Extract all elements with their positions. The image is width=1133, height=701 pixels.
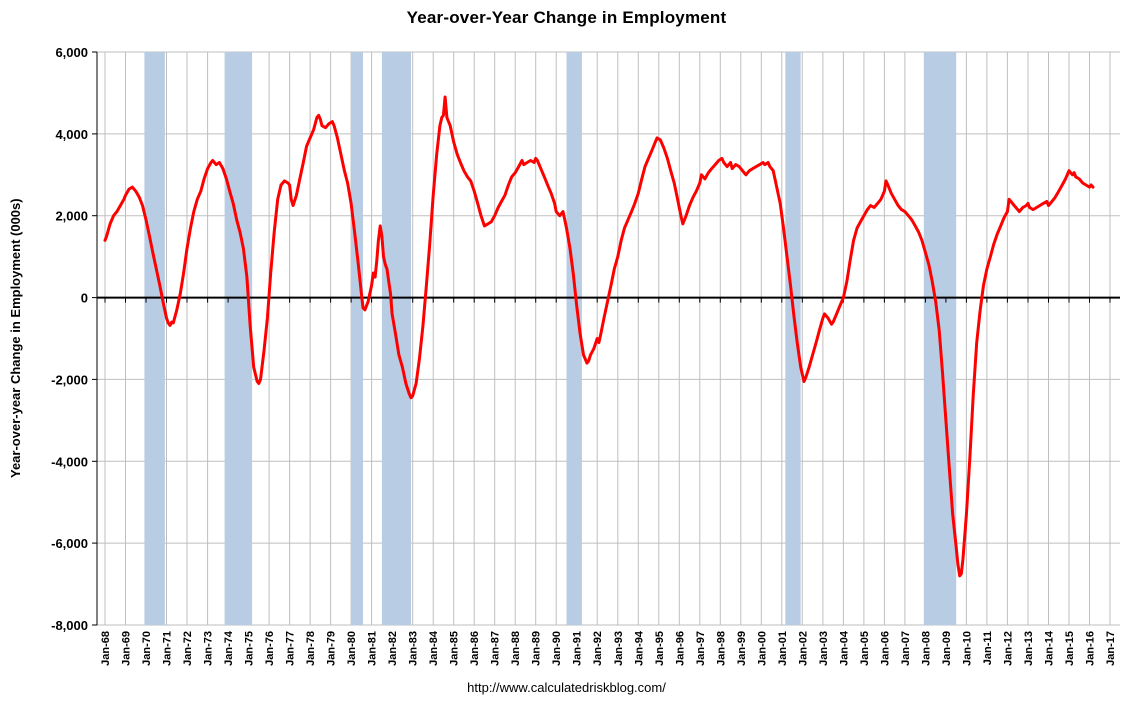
x-tick-label: Jan-01 [777, 631, 789, 666]
recession-band [785, 52, 801, 625]
y-tick-label: -4,000 [51, 454, 88, 469]
x-tick-label: Jan-10 [961, 631, 973, 666]
x-tick-label: Jan-84 [428, 630, 440, 666]
x-tick-label: Jan-74 [223, 630, 235, 666]
recession-band [144, 52, 165, 625]
x-tick-label: Jan-95 [654, 631, 666, 666]
x-tick-label: Jan-06 [879, 631, 891, 666]
x-tick-label: Jan-68 [100, 631, 112, 666]
x-tick-label: Jan-05 [859, 631, 871, 666]
x-tick-label: Jan-14 [1044, 630, 1056, 666]
recession-band [566, 52, 582, 625]
x-tick-label: Jan-92 [592, 631, 604, 666]
x-tick-label: Jan-97 [695, 631, 707, 666]
x-tick-label: Jan-88 [510, 631, 522, 666]
x-tick-label: Jan-71 [162, 631, 174, 666]
x-tick-label: Jan-94 [633, 630, 645, 666]
x-tick-label: Jan-03 [818, 631, 830, 666]
x-tick-label: Jan-82 [387, 631, 399, 666]
recession-band [351, 52, 363, 625]
chart-title: Year-over-Year Change in Employment [406, 8, 727, 27]
y-tick-label: 0 [81, 291, 88, 306]
x-tick-label: Jan-98 [715, 631, 727, 666]
x-tick-label: Jan-86 [469, 631, 481, 666]
x-tick-label: Jan-78 [305, 631, 317, 666]
x-tick-label: Jan-08 [920, 631, 932, 666]
y-tick-label: 2,000 [55, 209, 88, 224]
y-tick-label: 4,000 [55, 127, 88, 142]
x-tick-label: Jan-76 [264, 631, 276, 666]
x-tick-label: Jan-73 [203, 631, 215, 666]
x-tick-label: Jan-87 [490, 631, 502, 666]
x-tick-label: Jan-72 [182, 631, 194, 666]
employment-yoy-line [103, 95, 1095, 578]
y-tick-label: -6,000 [51, 536, 88, 551]
x-tick-label: Jan-04 [838, 630, 850, 666]
x-tick-label: Jan-00 [756, 631, 768, 666]
x-tick-label: Jan-75 [244, 631, 256, 666]
x-tick-label: Jan-81 [367, 631, 379, 666]
x-tick-label: Jan-09 [941, 631, 953, 666]
x-tick-label: Jan-89 [531, 631, 543, 666]
x-tick-label: Jan-17 [1105, 631, 1117, 666]
x-tick-label: Jan-07 [900, 631, 912, 666]
y-tick-label: -8,000 [51, 618, 88, 633]
x-tick-label: Jan-80 [346, 631, 358, 666]
x-tick-label: Jan-13 [1023, 631, 1035, 666]
x-tick-label: Jan-83 [408, 631, 420, 666]
x-tick-label: Jan-69 [121, 631, 133, 666]
y-tick-label: 6,000 [55, 45, 88, 60]
x-tick-label: Jan-79 [326, 631, 338, 666]
x-tick-label: Jan-90 [551, 631, 563, 666]
x-tick-label: Jan-70 [141, 631, 153, 666]
x-tick-label: Jan-85 [449, 631, 461, 666]
employment-chart-plot: 6,000 4,000 2,000 0 -2,000 -4,000 -6,000 -8,000… [51, 45, 1120, 666]
recession-band [224, 52, 253, 625]
y-tick-label: -2,000 [51, 372, 88, 387]
x-tick-label: Jan-99 [736, 631, 748, 666]
x-tick-label: Jan-96 [674, 631, 686, 666]
x-tick-label: Jan-12 [1002, 631, 1014, 666]
x-tick-label: Jan-15 [1064, 631, 1076, 666]
x-tick-label: Jan-91 [572, 631, 584, 666]
x-tick-label: Jan-93 [613, 631, 625, 666]
x-tick-label: Jan-11 [982, 631, 994, 665]
x-tick-label: Jan-77 [285, 631, 297, 666]
x-tick-label: Jan-02 [797, 631, 809, 666]
source-url: http://www.calculatedriskblog.com/ [467, 680, 666, 695]
x-tick-label: Jan-16 [1085, 631, 1097, 666]
